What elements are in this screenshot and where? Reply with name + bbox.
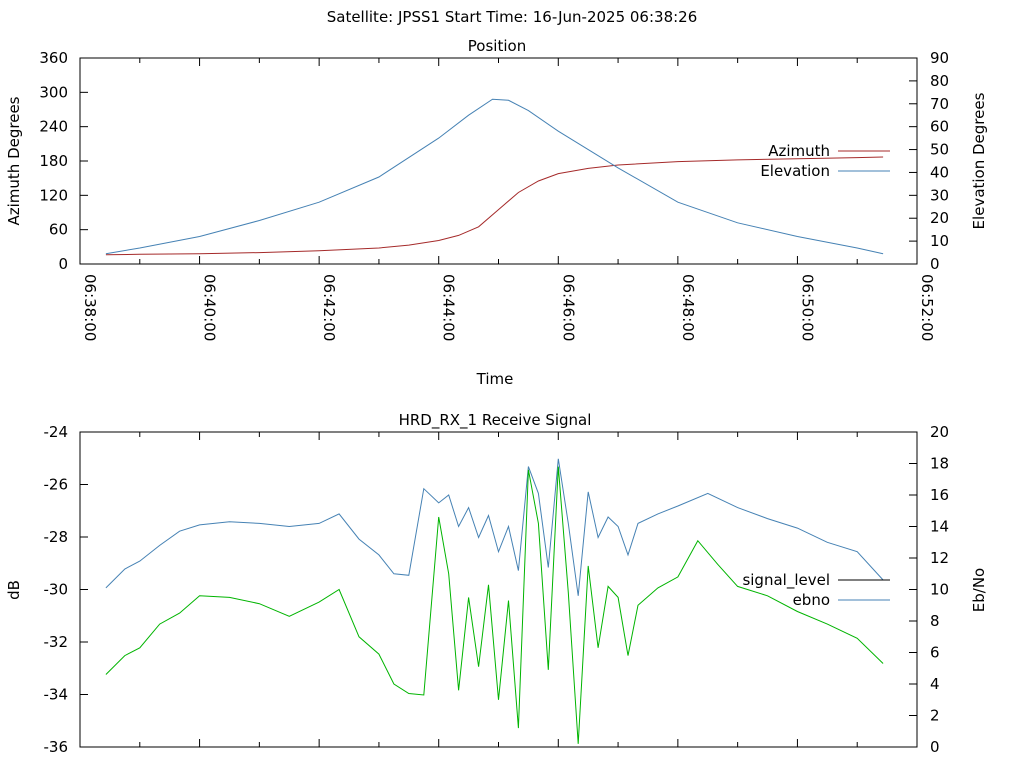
position-chart: Position 0 60 120 180 240 300 360 0 10 20 30 40 50 60… — [5, 37, 988, 388]
y-tick-label: -30 — [44, 581, 69, 599]
position-ylabel: Azimuth Degrees — [5, 96, 23, 225]
series-line-ebno — [105, 458, 884, 596]
series-line-trace-2 — [105, 466, 884, 744]
x-tick-label: 06:44:00 — [440, 274, 458, 341]
signal-y2label: Eb/No — [970, 568, 988, 612]
y2-tick-label: 30 — [930, 186, 949, 204]
y-tick-label: -34 — [44, 686, 69, 704]
y2-tick-label: 4 — [930, 675, 940, 693]
series-line-Azimuth — [105, 156, 884, 256]
y2-tick-label: 60 — [930, 118, 949, 136]
series-line-Elevation — [105, 98, 884, 255]
position-plot-frame — [79, 57, 918, 265]
y2-tick-label: 20 — [930, 209, 949, 227]
y2-tick-label: 70 — [930, 95, 949, 113]
position-y2label: Elevation Degrees — [970, 92, 988, 229]
x-tick-label: 06:40:00 — [201, 274, 219, 341]
y-tick-label: -24 — [44, 423, 69, 441]
y2-tick-label: 50 — [930, 141, 949, 159]
y-tick-label: 300 — [39, 83, 68, 101]
figure-title: Satellite: JPSS1 Start Time: 16-Jun-2025… — [327, 8, 698, 26]
y2-tick-label: 6 — [930, 644, 940, 662]
legend-label: signal_level — [742, 571, 830, 590]
y-tick-label: 0 — [58, 255, 68, 273]
x-tick-label: 06:50:00 — [798, 274, 816, 341]
y2-tick-label: 40 — [930, 163, 949, 181]
y2-tick-label: 90 — [930, 49, 949, 67]
y2-tick-label: 20 — [930, 423, 949, 441]
position-chart-title: Position — [468, 37, 526, 55]
y2-tick-label: 10 — [930, 581, 949, 599]
signal-chart: HRD_RX_1 Receive Signal -36 -34 -32 -30 -28 -… — [5, 411, 988, 756]
legend-label: Azimuth — [768, 142, 830, 160]
x-tick-label: 06:48:00 — [679, 274, 697, 341]
signal-ylabel: dB — [5, 580, 23, 600]
y2-tick-label: 80 — [930, 72, 949, 90]
y2-tick-label: 8 — [930, 612, 940, 630]
legend-label: Elevation — [760, 162, 830, 180]
y-tick-label: 240 — [39, 118, 68, 136]
position-xlabel: Time — [476, 370, 514, 388]
y-tick-label: 60 — [49, 221, 68, 239]
y2-tick-label: 2 — [930, 707, 940, 725]
y-tick-label: -36 — [44, 738, 69, 756]
y2-tick-label: 14 — [930, 518, 949, 536]
legend-label: ebno — [793, 591, 830, 609]
y-tick-label: 360 — [39, 49, 68, 67]
y2-tick-label: 18 — [930, 455, 949, 473]
y-tick-label: -26 — [44, 476, 69, 494]
x-tick-label: 06:52:00 — [918, 274, 936, 341]
y2-tick-label: 16 — [930, 486, 949, 504]
signal-chart-title: HRD_RX_1 Receive Signal — [399, 411, 592, 430]
y2-tick-label: 0 — [930, 255, 940, 273]
y-tick-label: 180 — [39, 152, 68, 170]
y2-tick-label: 12 — [930, 549, 949, 567]
y-tick-label: 120 — [39, 186, 68, 204]
x-tick-label: 06:46:00 — [559, 274, 577, 341]
y2-tick-label: 0 — [930, 738, 940, 756]
y-tick-label: -32 — [44, 633, 69, 651]
x-tick-label: 06:42:00 — [320, 274, 338, 341]
y-tick-label: -28 — [44, 528, 69, 546]
x-tick-label: 06:38:00 — [81, 274, 99, 341]
y2-tick-label: 10 — [930, 232, 949, 250]
